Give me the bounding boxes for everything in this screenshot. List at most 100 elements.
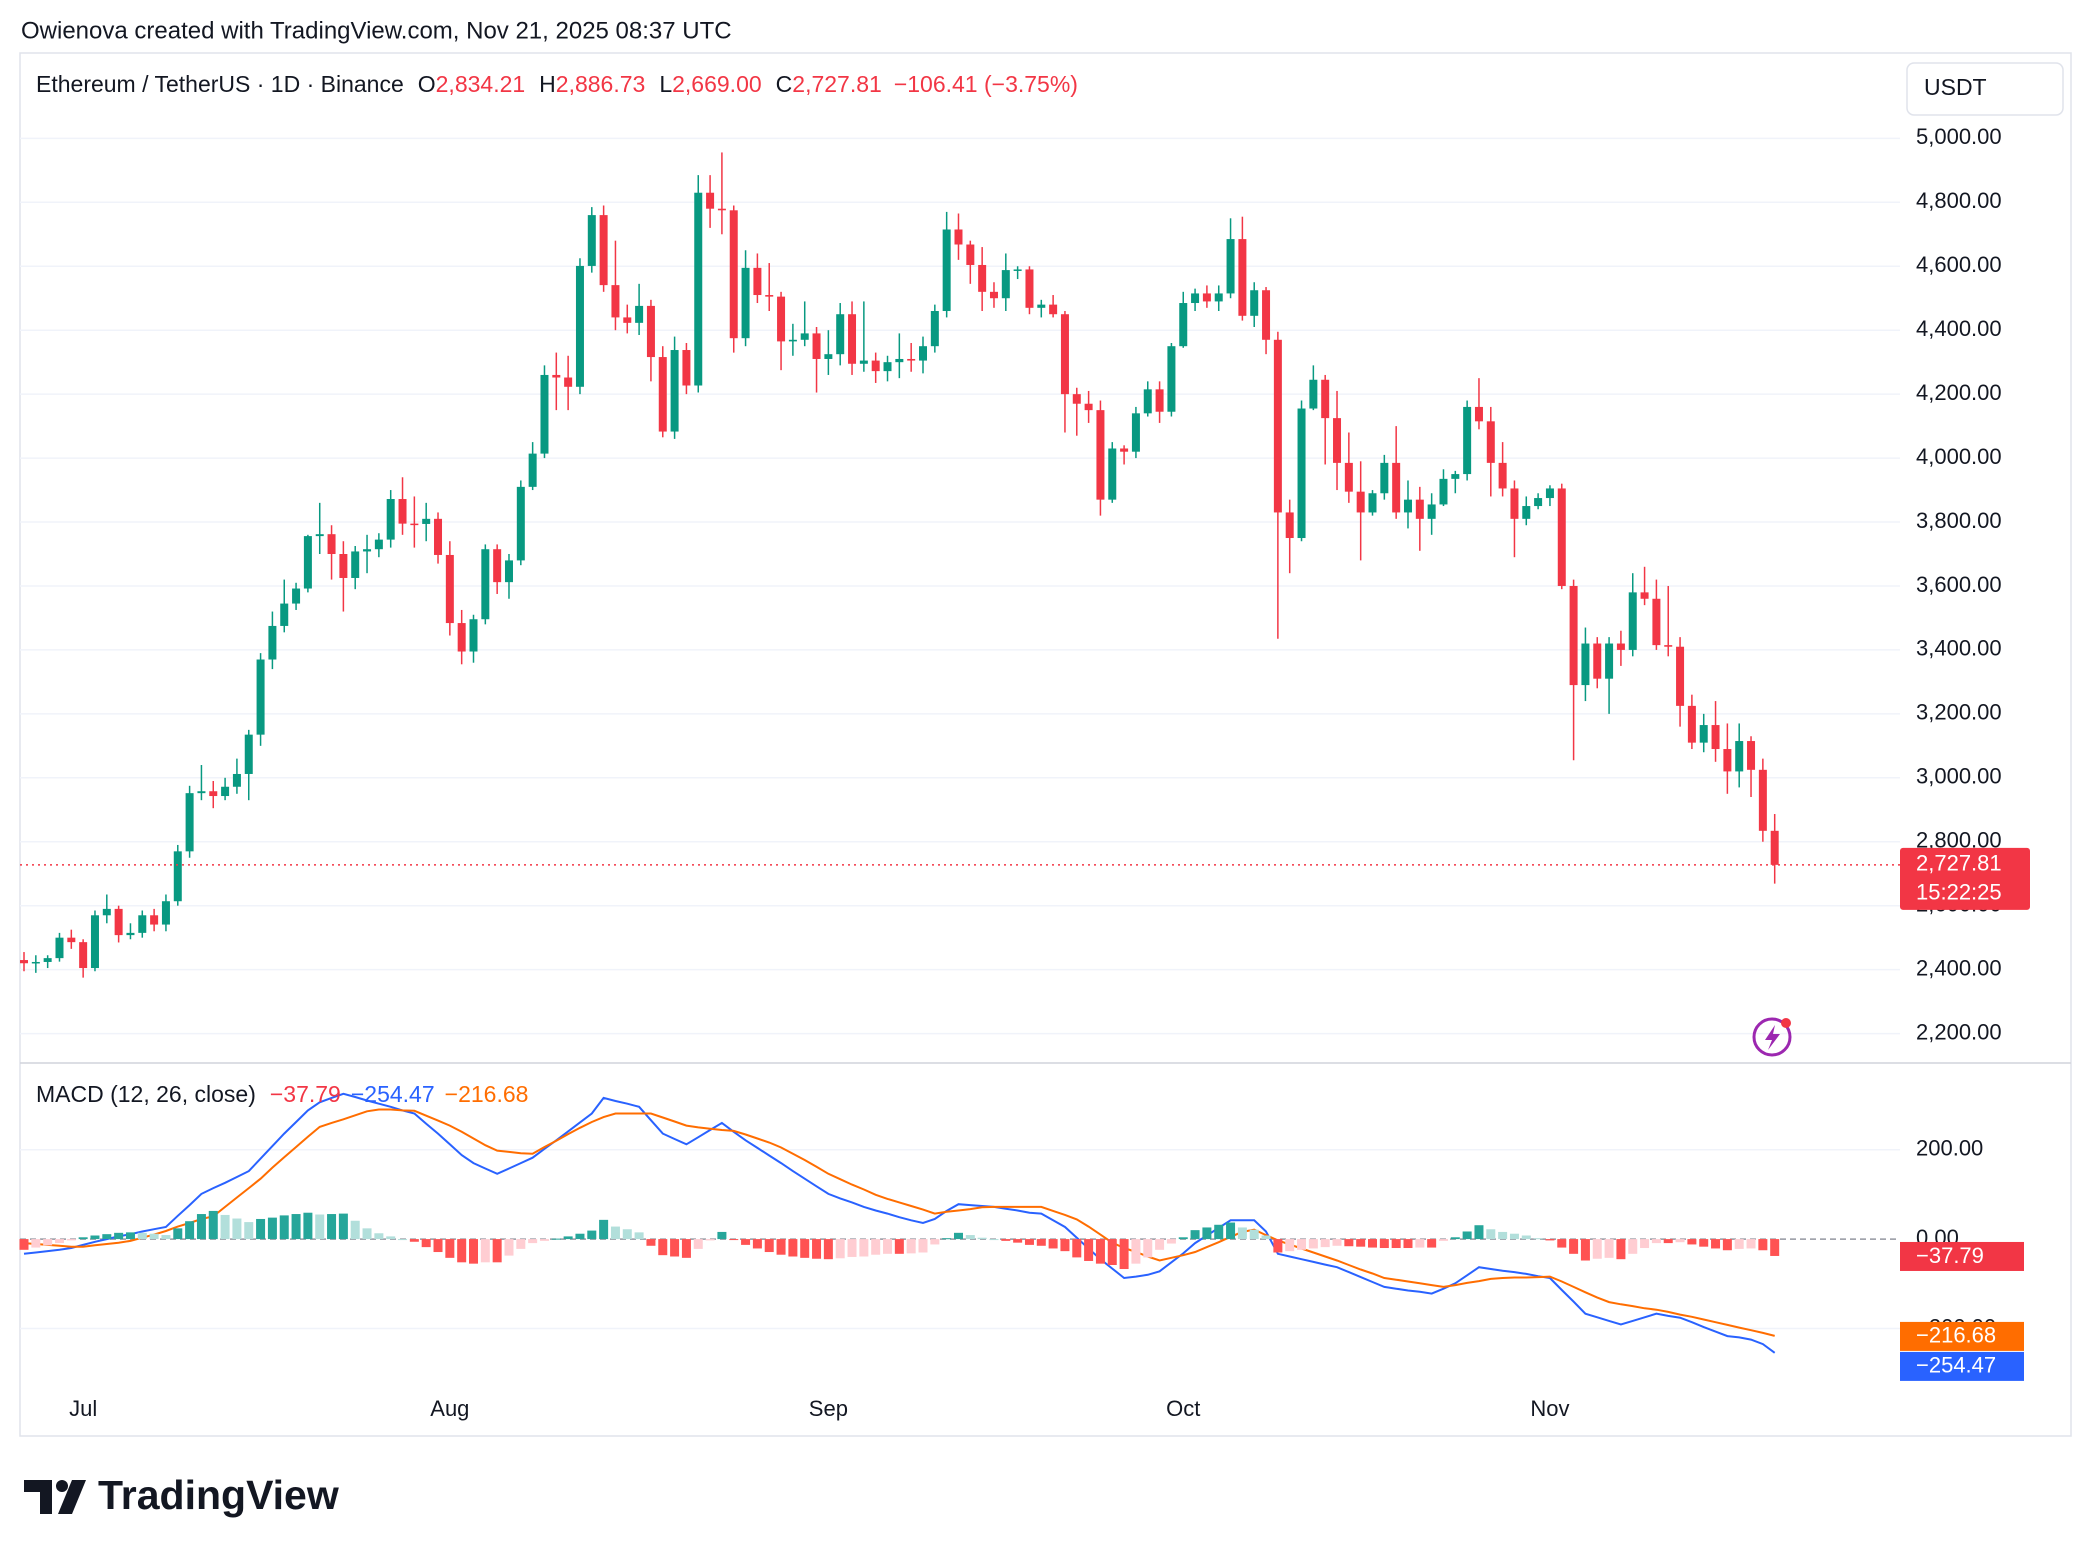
- candle-body: [339, 554, 348, 578]
- histogram-bar: [1095, 1239, 1105, 1264]
- histogram-bar: [977, 1237, 987, 1240]
- histogram-bar: [208, 1210, 218, 1240]
- candle-body: [1439, 478, 1448, 505]
- candle-body: [161, 901, 170, 925]
- candle-body: [1321, 379, 1330, 419]
- histogram-bar: [1285, 1239, 1295, 1252]
- alert-icon[interactable]: [1752, 1017, 1792, 1057]
- legend-key: O: [418, 71, 436, 97]
- histogram-bar: [374, 1233, 384, 1240]
- candle-body: [753, 267, 762, 296]
- candle-body: [1143, 389, 1152, 414]
- candle-body: [1522, 506, 1531, 519]
- histogram-bar: [54, 1239, 64, 1244]
- candle-body: [1072, 394, 1081, 404]
- histogram-bar: [433, 1239, 443, 1253]
- candle-body: [197, 791, 206, 794]
- attribution: Owienova created with TradingView.com, N…: [21, 17, 732, 44]
- histogram-bar: [1592, 1239, 1602, 1259]
- histogram-bar: [894, 1239, 904, 1254]
- histogram-bar: [1036, 1239, 1046, 1246]
- histogram-bar: [1699, 1239, 1709, 1247]
- histogram-bar: [871, 1239, 881, 1255]
- histogram-bar: [469, 1239, 479, 1264]
- candle-body: [1711, 725, 1720, 750]
- histogram-bar: [1734, 1239, 1744, 1249]
- x-tick-label: Sep: [809, 1396, 848, 1421]
- histogram-bar: [1084, 1239, 1094, 1261]
- candle-body: [292, 588, 301, 604]
- candle-body: [765, 295, 774, 297]
- candle-body: [670, 350, 679, 432]
- symbol: Ethereum / TetherUS · 1D · Binance: [36, 71, 404, 97]
- histogram-bar: [1462, 1231, 1472, 1240]
- histogram-bar: [1214, 1224, 1224, 1240]
- histogram-bar: [563, 1236, 573, 1240]
- histogram-bar: [918, 1239, 928, 1253]
- legend-key: C: [776, 71, 793, 97]
- candle-body: [1013, 269, 1022, 271]
- histogram-bar: [965, 1235, 975, 1240]
- candle-body: [694, 192, 703, 386]
- candle-body: [1060, 314, 1069, 395]
- histogram-bar: [303, 1212, 313, 1240]
- histogram-bar: [670, 1239, 680, 1257]
- candle-body: [800, 333, 809, 340]
- histogram-bar: [539, 1239, 549, 1241]
- value-tag: [1900, 1321, 2024, 1351]
- histogram-bar: [244, 1222, 254, 1240]
- histogram-bar: [1486, 1229, 1496, 1240]
- currency-box[interactable]: [1906, 62, 2064, 116]
- value-tag-label: −37.79: [1916, 1243, 1984, 1268]
- histogram-bar: [1415, 1239, 1425, 1248]
- histogram-bar: [1557, 1239, 1567, 1248]
- histogram-bar: [1344, 1239, 1354, 1247]
- candle-body: [1333, 418, 1342, 463]
- histogram-bar: [43, 1239, 53, 1246]
- candle-body: [1687, 705, 1696, 743]
- candle-body: [493, 549, 502, 583]
- candle-body: [824, 354, 833, 359]
- candle-body: [1463, 406, 1472, 475]
- candle-body: [1415, 499, 1424, 519]
- candle-body: [1025, 269, 1034, 308]
- candle-body: [1084, 403, 1093, 411]
- brand-logo[interactable]: TradingView: [24, 1472, 339, 1518]
- candle-body: [706, 192, 715, 209]
- candle-body: [1297, 408, 1306, 539]
- x-tick-label: Aug: [430, 1396, 469, 1421]
- legend-value: −216.68: [445, 1081, 529, 1107]
- histogram-bar: [1237, 1227, 1247, 1240]
- histogram-bar: [445, 1239, 455, 1258]
- candle-body: [1581, 643, 1590, 686]
- candle-body: [516, 486, 525, 561]
- histogram-bar: [587, 1230, 597, 1240]
- y-tick-label: 4,800.00: [1916, 188, 2002, 213]
- candle-body: [1403, 499, 1412, 513]
- histogram-bar: [1297, 1239, 1307, 1250]
- candle-body: [954, 229, 963, 245]
- candle-body: [1510, 488, 1519, 519]
- histogram-bar: [114, 1232, 124, 1240]
- histogram-bar: [599, 1219, 609, 1240]
- candle-body: [883, 362, 892, 372]
- candle-body: [481, 549, 490, 620]
- histogram-bar: [1640, 1239, 1650, 1249]
- candle-body: [1191, 293, 1200, 304]
- x-tick-label: Oct: [1166, 1396, 1200, 1421]
- histogram-bar: [161, 1235, 171, 1240]
- legend-value: −37.79: [270, 1081, 341, 1107]
- candle-body: [1486, 421, 1495, 463]
- histogram-bar: [196, 1214, 206, 1240]
- histogram-bar: [1060, 1239, 1070, 1252]
- histogram-bar: [1651, 1239, 1661, 1244]
- histogram-bar: [409, 1239, 419, 1242]
- candle-body: [315, 534, 324, 537]
- candle-body: [848, 314, 857, 364]
- histogram-bar: [386, 1236, 396, 1240]
- histogram-bar: [942, 1238, 952, 1240]
- histogram-bar: [1474, 1225, 1484, 1240]
